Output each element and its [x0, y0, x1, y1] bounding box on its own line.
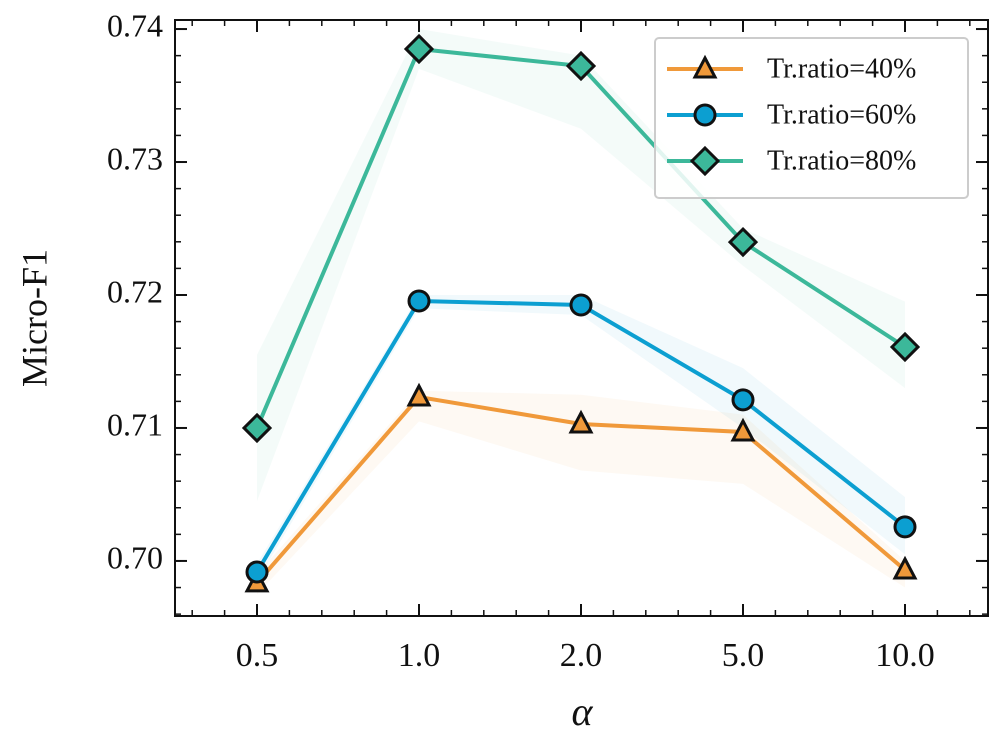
point	[406, 382, 432, 407]
point	[568, 409, 594, 434]
point	[893, 515, 917, 539]
point	[693, 103, 717, 127]
legend-label: Tr.ratio=40%	[767, 53, 916, 84]
y-tick-label: 0.72	[107, 273, 163, 309]
x-tick-label: 0.5	[236, 637, 279, 674]
legend-label: Tr.ratio=80%	[767, 145, 916, 176]
point	[689, 145, 721, 177]
point	[403, 33, 435, 65]
point	[245, 560, 269, 584]
y-tick-label: 0.71	[107, 406, 163, 442]
x-tick-label: 1.0	[398, 637, 441, 674]
legend-label: Tr.ratio=60%	[767, 99, 916, 130]
point	[892, 555, 918, 580]
legend-box	[654, 37, 969, 199]
error-band	[257, 390, 905, 595]
point	[727, 226, 759, 258]
y-axis-label: Micro-F1	[14, 249, 54, 387]
y-tick-label: 0.73	[107, 140, 163, 176]
point	[731, 388, 755, 412]
y-tick-label: 0.74	[107, 7, 163, 43]
point	[569, 293, 593, 317]
x-tick-label: 5.0	[722, 637, 765, 674]
point	[407, 289, 431, 313]
point	[565, 50, 597, 82]
x-tick-label: 2.0	[560, 637, 603, 674]
error-band	[257, 294, 905, 581]
point	[889, 331, 921, 363]
x-axis-label: α	[572, 689, 594, 734]
y-tick-label: 0.70	[107, 539, 163, 575]
point	[692, 54, 718, 79]
plot-frame	[174, 19, 989, 617]
point	[730, 417, 756, 442]
point	[241, 412, 273, 444]
x-tick-label: 10.0	[875, 637, 935, 674]
legend: Tr.ratio=40% Tr.ratio=60% Tr.ratio=80%	[654, 37, 969, 199]
